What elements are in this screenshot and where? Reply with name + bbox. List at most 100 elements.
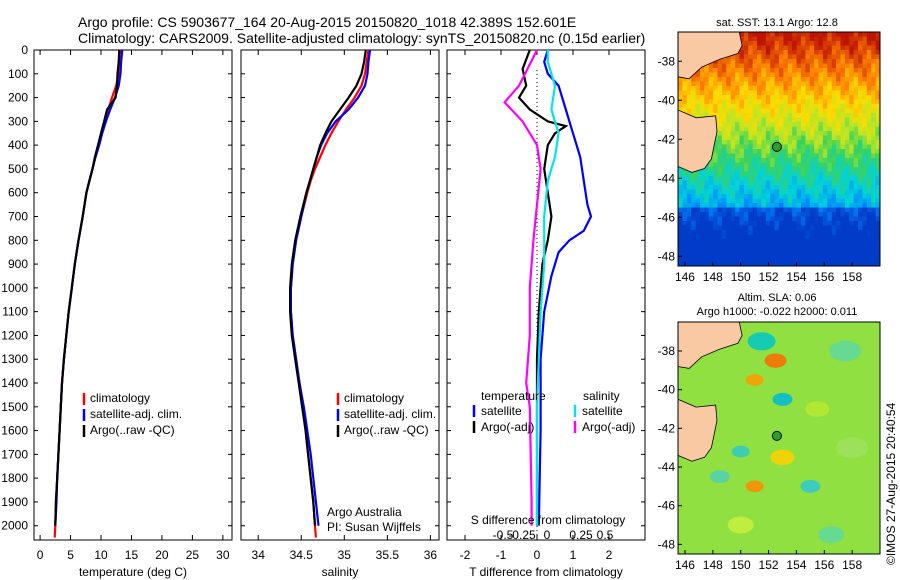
sst-cell: [809, 248, 815, 254]
sst-cell: [743, 212, 749, 218]
sst-cell: [765, 117, 771, 123]
sst-cell: [796, 113, 802, 119]
sst-cell: [761, 135, 767, 141]
sst-cell: [730, 252, 736, 258]
sst-cell: [743, 86, 749, 92]
sst-cell: [708, 72, 714, 78]
sst-cell: [708, 63, 714, 69]
depth-axis: 0100200300400500600700800900100011001200…: [1, 43, 645, 533]
sst-cell: [726, 144, 732, 150]
sst-cell: [866, 77, 872, 83]
sst-cell: [783, 180, 789, 186]
sst-cell: [831, 36, 837, 42]
sst-cell: [844, 72, 850, 78]
sst-cell: [695, 203, 701, 209]
sst-cell: [814, 207, 820, 213]
sst-cell: [699, 81, 705, 87]
sst-cell: [814, 54, 820, 60]
sst-cell: [717, 185, 723, 191]
sst-cell: [840, 140, 846, 146]
sst-cell: [779, 230, 784, 236]
sst-cell: [849, 230, 855, 236]
sst-cell: [805, 45, 811, 51]
sst-cell: [699, 212, 705, 218]
sst-cell: [836, 180, 842, 186]
sst-cell: [844, 41, 850, 47]
sst-cell: [814, 221, 820, 227]
sst-cell: [805, 32, 811, 38]
sst-cell: [770, 54, 776, 60]
sst-cell: [792, 198, 798, 204]
sst-cell: [717, 203, 723, 209]
sst-cell: [800, 230, 806, 236]
sst-cell: [695, 86, 701, 92]
sst-cell: [831, 189, 837, 195]
sst-cell: [827, 104, 833, 110]
sst-cell: [748, 171, 754, 177]
sst-cell: [730, 239, 736, 245]
sst-cell: [831, 176, 837, 182]
sst-cell: [779, 185, 784, 191]
x-tick-label: 20: [155, 548, 169, 562]
sla-anomaly-patch: [836, 437, 869, 459]
sst-cell: [858, 158, 864, 164]
sst-cell: [721, 203, 727, 209]
sst-cell: [792, 63, 798, 69]
sst-cell: [822, 135, 828, 141]
sst-cell: [761, 225, 767, 231]
sst-cell: [862, 230, 868, 236]
sst-cell: [862, 221, 868, 227]
sst-cell: [708, 243, 714, 249]
sst-cell: [836, 86, 842, 92]
sst-cell: [875, 162, 880, 168]
sst-cell: [866, 36, 872, 42]
sst-cell: [875, 63, 880, 69]
sst-cell: [836, 216, 842, 222]
sst-cell: [735, 149, 741, 155]
sst-cell: [796, 90, 802, 96]
sst-cell: [844, 113, 850, 119]
sst-cell: [730, 81, 736, 87]
sst-cell: [836, 126, 842, 132]
sst-cell: [708, 257, 714, 263]
sst-cell: [757, 189, 763, 195]
sst-cell: [862, 171, 868, 177]
map-x-tick-label: 146: [675, 270, 695, 284]
sst-cell: [836, 185, 842, 191]
sst-cell: [743, 261, 749, 266]
sst-cell: [862, 216, 868, 222]
sst-cell: [761, 234, 767, 240]
sst-cell: [726, 162, 732, 168]
sst-cell: [862, 149, 868, 155]
sst-cell: [739, 90, 745, 96]
sst-cell: [704, 63, 710, 69]
sst-cell: [779, 243, 784, 249]
sst-cell: [761, 180, 767, 186]
sst-cell: [761, 158, 767, 164]
sst-cell: [805, 72, 811, 78]
sst-cell: [770, 63, 776, 69]
sst-cell: [866, 140, 872, 146]
sst-cell: [748, 203, 754, 209]
legend-label-climatology: climatology: [344, 391, 404, 405]
sst-cell: [840, 180, 846, 186]
sst-cell: [858, 32, 864, 38]
sst-cell: [822, 99, 828, 105]
sst-cell: [682, 176, 688, 182]
depth-tick-label: 1500: [1, 400, 28, 414]
sst-cell: [805, 239, 811, 245]
sst-cell: [779, 50, 784, 56]
sst-cell: [836, 194, 842, 200]
sst-cell: [809, 108, 815, 114]
sst-cell: [748, 167, 754, 173]
sst-cell: [761, 221, 767, 227]
sst-cell: [708, 239, 714, 245]
sst-cell: [708, 198, 714, 204]
sst-cell: [792, 104, 798, 110]
depth-tick-label: 700: [8, 210, 28, 224]
sst-cell: [796, 41, 802, 47]
sst-cell: [822, 45, 828, 51]
sst-cell: [800, 81, 806, 87]
sst-cell: [739, 50, 745, 56]
x-tick-label: 15: [125, 548, 139, 562]
